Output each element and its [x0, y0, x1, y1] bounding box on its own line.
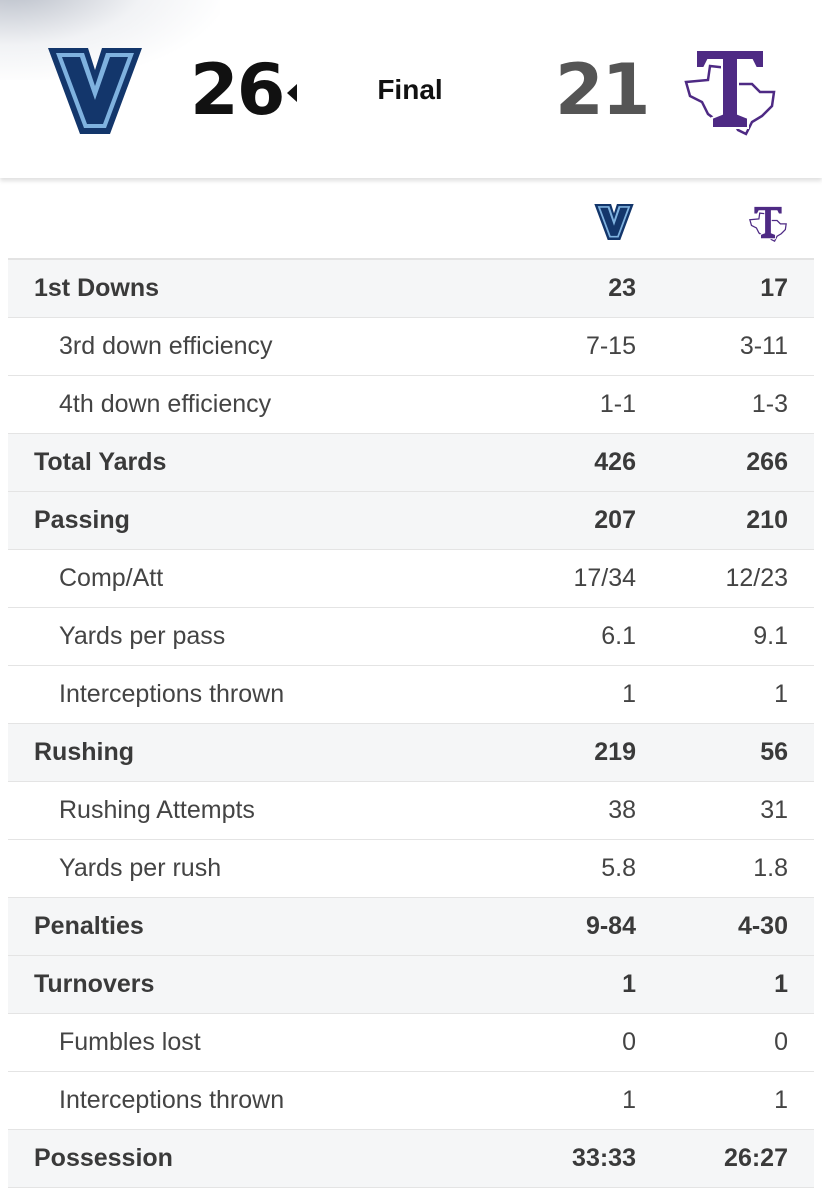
stat-row: 3rd down efficiency 7-15 3-11	[8, 318, 814, 376]
stat-label: 3rd down efficiency	[59, 332, 273, 360]
away-stat-value: 426	[594, 448, 636, 476]
stat-label: Fumbles lost	[59, 1028, 201, 1056]
stat-label: Yards per rush	[59, 854, 222, 882]
team-stats-header	[8, 190, 814, 260]
stat-label: Possession	[34, 1144, 173, 1172]
home-stat-value: 9.1	[753, 622, 788, 650]
home-stat-value: 26:27	[724, 1144, 788, 1172]
away-stat-value: 0	[622, 1028, 636, 1056]
stat-label: Turnovers	[34, 970, 155, 998]
villanova-logo-icon[interactable]	[48, 48, 142, 134]
stat-row: 4th down efficiency 1-1 1-3	[8, 376, 814, 434]
away-stat-value: 207	[594, 506, 636, 534]
away-stat-value: 9-84	[585, 912, 636, 940]
home-stat-value: 4-30	[737, 912, 788, 940]
stat-label: Total Yards	[34, 448, 167, 476]
stat-row: Passing 207 210	[8, 492, 814, 550]
away-score: 26	[190, 49, 285, 131]
home-stat-value: 1.8	[753, 854, 788, 882]
home-stat-value: 210	[746, 506, 788, 534]
stat-row: Yards per pass 6.1 9.1	[8, 608, 814, 666]
home-stat-value: 1	[774, 970, 788, 998]
stat-label: Penalties	[34, 912, 144, 940]
stat-label: 1st Downs	[34, 274, 160, 302]
stat-row: Interceptions thrown 1 1	[8, 1072, 814, 1130]
stat-label: Comp/Att	[59, 564, 164, 592]
home-stat-value: 17	[760, 274, 788, 302]
villanova-small-logo-icon	[594, 204, 634, 245]
stat-row: Rushing Attempts 38 31	[8, 782, 814, 840]
home-stat-value: 12/23	[725, 564, 788, 592]
tarleton-logo-icon[interactable]	[682, 44, 778, 136]
away-stat-value: 33:33	[572, 1144, 636, 1172]
stat-label: 4th down efficiency	[59, 390, 272, 418]
stat-label: Passing	[34, 506, 130, 534]
stat-row: Comp/Att 17/34 12/23	[8, 550, 814, 608]
away-stat-value: 1-1	[599, 390, 636, 418]
away-stat-value: 17/34	[573, 564, 636, 592]
stat-label: Yards per pass	[59, 622, 226, 650]
stat-row: Possession 33:33 26:27	[8, 1130, 814, 1188]
away-stat-value: 1	[622, 1086, 636, 1114]
home-stat-value: 1-3	[751, 390, 788, 418]
stat-label: Rushing Attempts	[59, 796, 255, 824]
stat-row: Penalties 9-84 4-30	[8, 898, 814, 956]
away-stat-value: 23	[608, 274, 636, 302]
stat-row: Turnovers 1 1	[8, 956, 814, 1014]
home-stat-value: 0	[774, 1028, 788, 1056]
stat-label: Interceptions thrown	[59, 1086, 285, 1114]
away-stat-value: 6.1	[601, 622, 636, 650]
stat-row: Yards per rush 5.8 1.8	[8, 840, 814, 898]
away-stat-value: 1	[622, 680, 636, 708]
stat-row: 1st Downs 23 17	[8, 260, 814, 318]
stat-row: Total Yards 426 266	[8, 434, 814, 492]
winner-arrow-icon	[287, 84, 297, 102]
away-stat-value: 38	[608, 796, 636, 824]
home-stat-value: 266	[746, 448, 788, 476]
home-stat-value: 3-11	[739, 332, 788, 360]
away-stat-value: 7-15	[585, 332, 636, 360]
home-stat-value: 1	[774, 1086, 788, 1114]
team-stats-rows: 1st Downs 23 17 3rd down efficiency 7-15 3-11…	[8, 260, 814, 1188]
home-stat-value: 31	[760, 796, 788, 824]
away-stat-value: 1	[622, 970, 636, 998]
stat-row: Rushing 219 56	[8, 724, 814, 782]
home-score: 21	[555, 49, 650, 131]
away-stat-value: 219	[594, 738, 636, 766]
tarleton-small-logo-icon	[748, 204, 788, 247]
home-stat-value: 56	[760, 738, 788, 766]
stat-row: Fumbles lost 0 0	[8, 1014, 814, 1072]
team-stats-table: 1st Downs 23 17 3rd down efficiency 7-15 3-11…	[8, 190, 814, 1188]
away-stat-value: 5.8	[601, 854, 636, 882]
home-stat-value: 1	[774, 680, 788, 708]
stat-label: Rushing	[34, 738, 134, 766]
stat-row: Interceptions thrown 1 1	[8, 666, 814, 724]
stat-label: Interceptions thrown	[59, 680, 285, 708]
game-status: Final	[377, 74, 443, 105]
scoreboard-header: 26 Final 21	[0, 0, 822, 178]
